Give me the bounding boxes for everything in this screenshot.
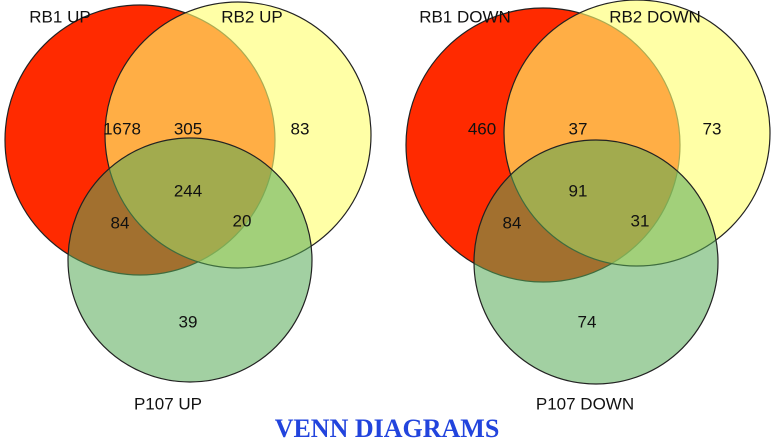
region-count: 91 xyxy=(569,181,588,200)
set-label: P107 UP xyxy=(134,394,202,413)
region-count: 39 xyxy=(179,312,198,331)
region-count: 84 xyxy=(503,213,522,232)
region-count: 73 xyxy=(703,119,722,138)
set-label: RB2 DOWN xyxy=(609,7,701,26)
region-count: 244 xyxy=(174,181,202,200)
page-title: VENN DIAGRAMS xyxy=(275,414,500,443)
region-count: 84 xyxy=(111,213,130,232)
set-circle xyxy=(473,139,719,385)
set-label: RB1 DOWN xyxy=(419,7,511,26)
region-count: 305 xyxy=(174,119,202,138)
set-label: RB2 UP xyxy=(221,7,282,26)
region-count: 83 xyxy=(291,119,310,138)
set-circle xyxy=(67,137,313,383)
region-count: 37 xyxy=(569,119,588,138)
set-label: P107 DOWN xyxy=(536,394,634,413)
region-count: 460 xyxy=(468,119,496,138)
region-count: 1678 xyxy=(103,119,141,138)
region-count: 74 xyxy=(578,312,597,331)
set-label: RB1 UP xyxy=(29,7,90,26)
region-count: 20 xyxy=(233,211,252,230)
region-count: 31 xyxy=(631,211,650,230)
